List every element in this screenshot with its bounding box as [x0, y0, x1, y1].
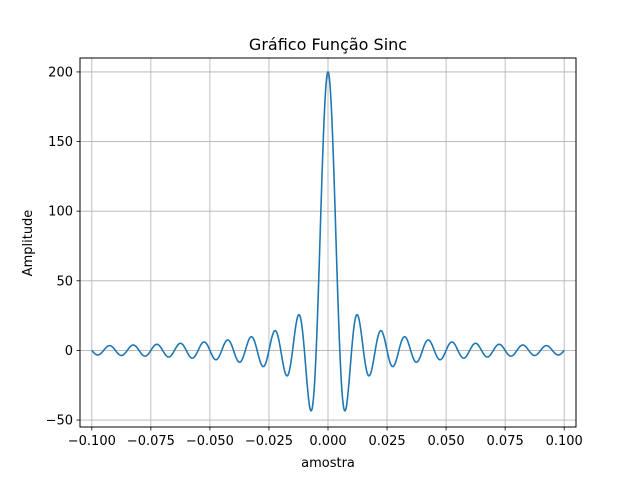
y-tick-label: −50 — [46, 414, 73, 429]
y-tick-label: 50 — [56, 274, 73, 289]
y-tick-label: 200 — [48, 65, 73, 80]
sinc-series-line — [91, 71, 565, 412]
x-tick-label: 0.100 — [546, 434, 583, 449]
y-tick-label: 150 — [48, 135, 73, 150]
x-tick-label: −0.100 — [68, 434, 116, 449]
series-group — [91, 71, 565, 412]
y-ticks: −50 0 50 100 150 200 — [46, 65, 80, 429]
x-tick-label: 0.000 — [309, 434, 346, 449]
x-tick-label: −0.025 — [245, 434, 293, 449]
x-tick-label: −0.050 — [186, 434, 234, 449]
x-tick-label: −0.075 — [127, 434, 175, 449]
x-axis-label: amostra — [301, 456, 355, 471]
grid — [80, 58, 576, 427]
x-tick-label: 0.025 — [368, 434, 405, 449]
y-tick-label: 0 — [65, 344, 73, 359]
x-tick-label: 0.050 — [427, 434, 464, 449]
x-tick-label: 0.075 — [487, 434, 524, 449]
chart-title: Gráfico Função Sinc — [249, 35, 407, 54]
x-ticks: −0.100 −0.075 −0.050 −0.025 0.000 0.025 0.050 0… — [68, 427, 583, 449]
y-tick-label: 100 — [48, 205, 73, 220]
y-axis-label: Amplitude — [21, 210, 36, 277]
